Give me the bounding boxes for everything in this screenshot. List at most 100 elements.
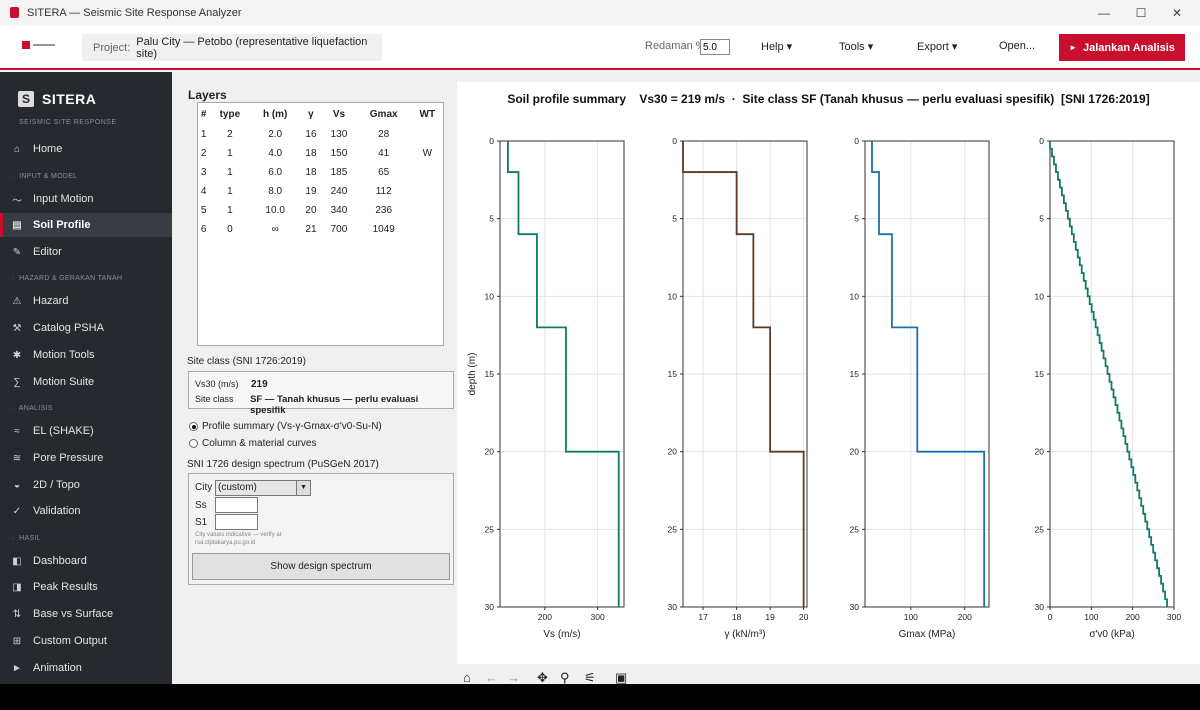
minimize-icon[interactable]: —: [1087, 0, 1121, 25]
table-row[interactable]: 1 2 2.0 16 130 28: [198, 125, 443, 144]
y-tick-label: 15: [485, 369, 495, 379]
sidebar-item-catalog-psha[interactable]: ⚒ Catalog PSHA: [0, 316, 172, 340]
table-cell[interactable]: 1: [198, 125, 209, 144]
sidebar-item-custom-output[interactable]: ⊞ Custom Output: [0, 629, 172, 653]
table-cell[interactable]: 700: [322, 220, 356, 239]
table-cell[interactable]: ∞: [251, 220, 300, 239]
sidebar-item-2d-topo[interactable]: ◒ 2D / Topo: [0, 473, 172, 497]
column-curves-radio[interactable]: Column & material curves: [189, 438, 316, 449]
table-cell[interactable]: 2: [198, 144, 209, 163]
tools-menu[interactable]: Tools ▾: [839, 40, 873, 53]
sidebar-item-pore-pressure[interactable]: ≋ Pore Pressure: [0, 446, 172, 470]
table-cell[interactable]: 20: [300, 201, 322, 220]
chevron-down-icon: ▼: [296, 481, 310, 495]
table-cell[interactable]: 0: [209, 220, 250, 239]
table-cell[interactable]: 150: [322, 144, 356, 163]
layers-col-header[interactable]: Vs: [322, 103, 356, 125]
table-cell[interactable]: 18: [300, 163, 322, 182]
layers-table[interactable]: # type h (m) γ Vs Gmax WT 1 2 2.0 16 130 28 2 1 4.0 18 1…: [197, 102, 444, 346]
back-arrow-icon[interactable]: ←: [485, 670, 498, 684]
table-cell[interactable]: 5: [198, 201, 209, 220]
table-cell[interactable]: 2: [209, 125, 250, 144]
sidebar-item-validation[interactable]: ✓ Validation: [0, 499, 172, 523]
layers-col-header[interactable]: Gmax: [356, 103, 412, 125]
export-menu[interactable]: Export ▾: [917, 40, 957, 53]
save-figure-icon[interactable]: ▣: [615, 670, 627, 684]
table-cell[interactable]: 240: [322, 182, 356, 201]
table-cell[interactable]: [412, 163, 443, 182]
table-cell[interactable]: 340: [322, 201, 356, 220]
table-cell[interactable]: 19: [300, 182, 322, 201]
table-cell[interactable]: 112: [356, 182, 412, 201]
run-analysis-button[interactable]: ► Jalankan Analisis: [1059, 34, 1185, 61]
layers-col-header[interactable]: type: [209, 103, 250, 125]
sidebar-item-input-motion[interactable]: 〜 Input Motion: [0, 187, 172, 211]
table-cell[interactable]: 21: [300, 220, 322, 239]
help-menu[interactable]: Help ▾: [761, 40, 792, 53]
layers-col-header[interactable]: WT: [412, 103, 443, 125]
ss-input[interactable]: [215, 497, 258, 513]
table-cell[interactable]: 2.0: [251, 125, 300, 144]
layers-col-header[interactable]: #: [198, 103, 209, 125]
table-row[interactable]: 5 1 10.0 20 340 236: [198, 201, 443, 220]
table-cell[interactable]: [412, 220, 443, 239]
home-view-icon[interactable]: ⌂: [463, 670, 471, 684]
sidebar-item-soil-profile[interactable]: ▤ Soil Profile: [0, 213, 172, 237]
layers-col-header[interactable]: h (m): [251, 103, 300, 125]
table-cell[interactable]: 16: [300, 125, 322, 144]
project-box[interactable]: Project: Palu City — Petobo (representat…: [82, 34, 382, 61]
table-cell[interactable]: 8.0: [251, 182, 300, 201]
maximize-icon[interactable]: ☐: [1124, 0, 1158, 25]
table-cell[interactable]: W: [412, 144, 443, 163]
table-cell[interactable]: 4.0: [251, 144, 300, 163]
table-cell[interactable]: 28: [356, 125, 412, 144]
table-cell[interactable]: 41: [356, 144, 412, 163]
show-design-spectrum-button[interactable]: Show design spectrum: [192, 553, 450, 580]
table-cell[interactable]: [412, 182, 443, 201]
damping-input[interactable]: [700, 39, 730, 55]
table-cell[interactable]: 1: [209, 163, 250, 182]
table-cell[interactable]: 1: [209, 144, 250, 163]
vs30-value: 219: [251, 379, 268, 390]
table-row[interactable]: 4 1 8.0 19 240 112: [198, 182, 443, 201]
table-cell[interactable]: 18: [300, 144, 322, 163]
table-cell[interactable]: 1: [209, 201, 250, 220]
table-cell[interactable]: 1: [209, 182, 250, 201]
sidebar-item-editor[interactable]: ✎ Editor: [0, 240, 172, 264]
table-cell[interactable]: [412, 201, 443, 220]
table-cell[interactable]: 6: [198, 220, 209, 239]
table-cell[interactable]: 10.0: [251, 201, 300, 220]
table-cell[interactable]: [412, 125, 443, 144]
sidebar-item-base-vs-surface[interactable]: ⇅ Base vs Surface: [0, 602, 172, 626]
table-cell[interactable]: 3: [198, 163, 209, 182]
table-cell[interactable]: 130: [322, 125, 356, 144]
table-cell[interactable]: 236: [356, 201, 412, 220]
table-cell[interactable]: 4: [198, 182, 209, 201]
layers-col-header[interactable]: γ: [300, 103, 322, 125]
pan-icon[interactable]: ✥: [537, 670, 548, 684]
s1-input[interactable]: [215, 514, 258, 530]
close-icon[interactable]: ✕: [1160, 0, 1194, 25]
forward-arrow-icon[interactable]: →: [507, 670, 520, 684]
table-row[interactable]: 2 1 4.0 18 150 41 W: [198, 144, 443, 163]
table-cell[interactable]: 1049: [356, 220, 412, 239]
sidebar-item-home[interactable]: ⌂ Home: [0, 137, 172, 161]
sidebar-item-dashboard[interactable]: ◧ Dashboard: [0, 549, 172, 573]
table-row[interactable]: 3 1 6.0 18 185 65: [198, 163, 443, 182]
y-tick-label: 25: [485, 524, 495, 534]
sidebar-item-hazard[interactable]: ⚠ Hazard: [0, 289, 172, 313]
table-cell[interactable]: 185: [322, 163, 356, 182]
table-row[interactable]: 6 0 ∞ 21 700 1049: [198, 220, 443, 239]
open-menu[interactable]: Open...: [999, 40, 1035, 52]
zoom-icon[interactable]: ⚲: [560, 670, 570, 684]
configure-icon[interactable]: ⚟: [584, 670, 596, 684]
sidebar-item-motion-tools[interactable]: ✱ Motion Tools: [0, 343, 172, 367]
sidebar-item-el-shake[interactable]: ≈ EL (SHAKE): [0, 419, 172, 443]
sidebar-item-motion-suite[interactable]: ∑ Motion Suite: [0, 370, 172, 394]
city-select[interactable]: (custom) ▼: [215, 480, 311, 496]
sidebar-item-animation[interactable]: ► Animation: [0, 656, 172, 680]
table-cell[interactable]: 65: [356, 163, 412, 182]
sidebar-item-peak-results[interactable]: ◨ Peak Results: [0, 575, 172, 599]
table-cell[interactable]: 6.0: [251, 163, 300, 182]
profile-summary-radio[interactable]: Profile summary (Vs-γ-Gmax-σ'v0-Su-N): [189, 421, 382, 432]
